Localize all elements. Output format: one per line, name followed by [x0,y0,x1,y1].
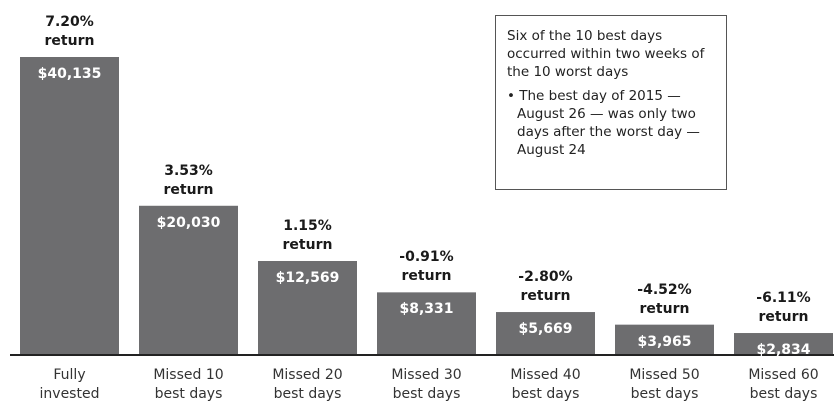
x-tick-label: Missed 40 best days [510,367,581,402]
note-box: Six of the 10 best days occurred within … [495,15,727,190]
value-label: $2,834 [756,342,811,359]
value-label: $5,669 [518,321,573,338]
return-label: 3.53% return [163,162,214,198]
return-label: 1.15% return [282,217,333,253]
bar [496,312,595,354]
return-label: -4.52% return [637,281,692,317]
value-label: $20,030 [156,214,221,231]
return-label: -6.11% return [756,290,811,326]
bar [734,333,833,354]
x-tick-label: Missed 30 best days [391,367,462,402]
bar [258,260,357,354]
note-text: Six of the 10 best days occurred within … [507,28,705,80]
return-label: -0.91% return [399,249,454,285]
bar [20,57,119,354]
x-tick-label: Missed 10 best days [153,367,224,402]
bar [377,292,476,354]
x-tick-label: Fully invested [39,367,100,402]
return-label: 7.20% return [44,14,95,49]
value-label: $12,569 [275,269,340,286]
note-bullet: • The best day of 2015 — August 26 — was… [507,88,700,158]
x-tick-label: Missed 20 best days [272,367,343,402]
bar [615,324,714,354]
x-tick-label: Missed 60 best days [748,367,819,402]
x-tick-label: Missed 50 best days [629,367,700,402]
return-label: -2.80% return [518,269,573,305]
value-label: $40,135 [37,66,102,82]
value-label: $3,965 [637,333,692,350]
value-label: $8,331 [399,301,454,318]
bar [139,205,238,354]
